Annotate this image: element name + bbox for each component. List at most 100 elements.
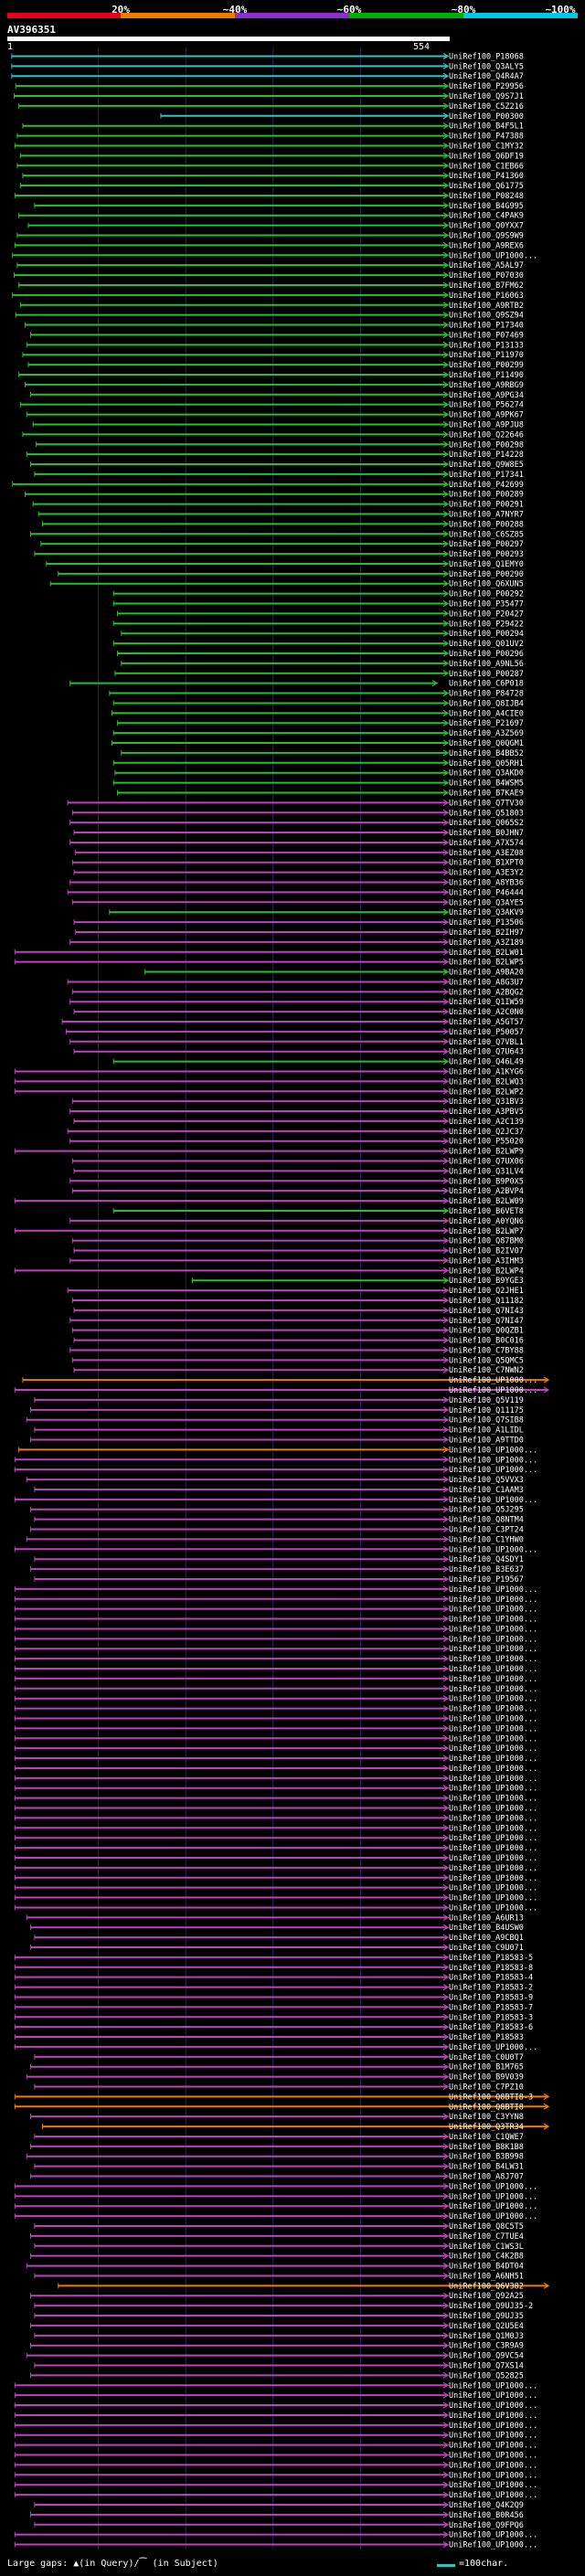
hit-row[interactable]: UniRef100_UP1000... (14, 1785, 537, 1794)
hit-row[interactable]: UniRef100_A2BQG2 (71, 988, 524, 997)
hit-row[interactable]: UniRef100_C1MY32 (14, 142, 524, 151)
hit-row[interactable]: UniRef100_Q1EMY0 (46, 560, 524, 569)
hit-row[interactable]: UniRef100_A9PK67 (26, 411, 524, 420)
hit-row[interactable]: UniRef100_UP1000... (14, 1775, 537, 1784)
hit-row[interactable]: UniRef100_UP1000... (14, 2541, 537, 2550)
hit-row[interactable]: UniRef100_UP1000... (14, 1714, 537, 1723)
hit-row[interactable]: UniRef100_B2LWP2 (14, 1087, 524, 1097)
hit-row[interactable]: UniRef100_A9CBQ1 (34, 1934, 524, 1943)
hit-row[interactable]: UniRef100_A3Z189 (69, 938, 524, 948)
hit-row[interactable]: UniRef100_C4K2B8 (30, 2253, 524, 2262)
hit-row[interactable]: UniRef100_P17341 (34, 471, 524, 480)
hit-row[interactable]: UniRef100_B2LW01 (14, 949, 524, 958)
hit-row[interactable]: UniRef100_A2BVP4 (71, 1187, 524, 1196)
hit-row[interactable]: UniRef100_Q4R4A7 (11, 72, 524, 81)
hit-row[interactable]: UniRef100_B6VET8 (112, 1207, 524, 1216)
hit-row[interactable]: UniRef100_UP1000... (14, 1903, 537, 1913)
hit-row[interactable]: UniRef100_Q6V382 (58, 2282, 550, 2291)
hit-row[interactable]: UniRef100_UP1000... (14, 1805, 537, 1814)
hit-row[interactable]: UniRef100_C1YHW0 (26, 1535, 524, 1544)
hit-row[interactable]: UniRef100_UP1000... (14, 2401, 537, 2411)
hit-row[interactable]: UniRef100_B7FM62 (18, 281, 524, 291)
hit-row[interactable]: UniRef100_Q9UJ35 (34, 2312, 524, 2321)
hit-row[interactable]: UniRef100_UP1000... (14, 1625, 537, 1634)
hit-row[interactable]: UniRef100_Q22646 (22, 430, 524, 440)
hit-row[interactable]: UniRef100_UP1000... (14, 2491, 537, 2500)
hit-row[interactable]: UniRef100_A3Z569 (112, 729, 524, 738)
hit-row[interactable]: UniRef100_Q3AKV9 (109, 908, 524, 917)
hit-row[interactable]: UniRef100_B4WSM5 (112, 779, 524, 789)
hit-row[interactable]: UniRef100_A4CIE0 (111, 709, 524, 718)
hit-row[interactable]: UniRef100_B2LWQ3 (14, 1077, 524, 1087)
hit-row[interactable]: UniRef100_C7NWN2 (73, 1366, 524, 1375)
hit-row[interactable]: UniRef100_UP1000... (14, 1864, 537, 1873)
hit-row[interactable]: UniRef100_UP1000... (22, 1376, 550, 1385)
hit-row[interactable]: UniRef100_P19567 (34, 1575, 524, 1585)
hit-row[interactable]: UniRef100_A9BA20 (144, 969, 524, 978)
hit-row[interactable]: UniRef100_C3PT24 (30, 1526, 524, 1535)
hit-row[interactable]: UniRef100_UP1000... (14, 1894, 537, 1903)
hit-row[interactable]: UniRef100_B4LW31 (34, 2163, 524, 2172)
hit-row[interactable]: UniRef100_UP1000... (14, 1545, 537, 1554)
hit-row[interactable]: UniRef100_UP1000... (14, 2381, 537, 2390)
hit-row[interactable]: UniRef100_UP1000... (12, 251, 538, 260)
hit-row[interactable]: UniRef100_UP1000... (14, 2422, 537, 2431)
hit-row[interactable]: UniRef100_Q61775 (19, 182, 524, 191)
hit-row[interactable]: UniRef100_B9V039 (26, 2073, 524, 2083)
hit-row[interactable]: UniRef100_UP1000... (14, 1874, 537, 1883)
hit-row[interactable]: UniRef100_UP1000... (14, 1635, 537, 1644)
hit-row[interactable]: UniRef100_B3E637 (30, 1565, 524, 1574)
hit-row[interactable]: UniRef100_Q6XUN5 (49, 580, 524, 589)
hit-row[interactable]: UniRef100_Q9S7J1 (13, 92, 524, 101)
hit-row[interactable]: UniRef100_UP1000... (14, 2442, 537, 2451)
hit-row[interactable]: UniRef100_UP1000... (14, 1585, 537, 1595)
hit-row[interactable]: UniRef100_P18583-8 (14, 1964, 533, 1973)
hit-row[interactable]: UniRef100_Q87BM0 (71, 1237, 524, 1246)
hit-row[interactable]: UniRef100_Q7SIB8 (26, 1416, 524, 1426)
hit-row[interactable]: UniRef100_Q1IW59 (69, 998, 524, 1007)
hit-row[interactable]: UniRef100_UP1000... (14, 1655, 537, 1664)
hit-row[interactable]: UniRef100_P07469 (30, 331, 524, 340)
hit-row[interactable]: UniRef100_P14228 (26, 451, 524, 460)
hit-row[interactable]: UniRef100_A7X574 (69, 839, 524, 848)
hit-row[interactable]: UniRef100_Q31BV3 (71, 1097, 524, 1107)
hit-row[interactable]: UniRef100_UP1000... (14, 1595, 537, 1605)
hit-row[interactable]: UniRef100_A9RTB2 (19, 302, 524, 311)
hit-row[interactable]: UniRef100_Q01UV2 (112, 640, 524, 649)
hit-row[interactable]: UniRef100_UP1000... (14, 2192, 537, 2201)
hit-row[interactable]: UniRef100_P18583-3 (14, 2013, 533, 2022)
hit-row[interactable]: UniRef100_A8YB36 (69, 879, 524, 888)
hit-row[interactable]: UniRef100_A9RBG9 (25, 381, 524, 390)
hit-row[interactable]: UniRef100_Q5VVX3 (26, 1476, 524, 1485)
hit-row[interactable]: UniRef100_C1QWE7 (34, 2133, 524, 2142)
hit-row[interactable]: UniRef100_P55020 (69, 1138, 524, 1147)
hit-row[interactable]: UniRef100_Q51803 (71, 809, 524, 818)
hit-row[interactable]: UniRef100_C5Z216 (18, 102, 524, 111)
hit-row[interactable]: UniRef100_B2IH97 (75, 928, 524, 938)
hit-row[interactable]: UniRef100_UP1000... (14, 2452, 537, 2461)
hit-row[interactable]: UniRef100_B0C016 (73, 1337, 524, 1346)
hit-row[interactable]: UniRef100_Q7XS14 (34, 2361, 524, 2370)
hit-row[interactable]: UniRef100_B2LWP5 (14, 959, 524, 968)
hit-row[interactable]: UniRef100_Q8BTI8 (14, 2103, 550, 2112)
hit-row[interactable]: UniRef100_P18583-2 (14, 1984, 533, 1993)
hit-row[interactable]: UniRef100_Q3AKD0 (114, 769, 524, 779)
hit-row[interactable]: UniRef100_Q2U5E4 (30, 2322, 524, 2331)
hit-row[interactable]: UniRef100_Q7VBL1 (69, 1038, 524, 1047)
hit-row[interactable]: UniRef100_UP1000... (14, 1496, 537, 1505)
hit-row[interactable]: UniRef100_B2LWP9 (14, 1148, 524, 1157)
hit-row[interactable]: UniRef100_Q92A25 (30, 2292, 524, 2301)
hit-row[interactable]: UniRef100_Q8NTM4 (34, 1516, 524, 1525)
hit-row[interactable]: UniRef100_B0JHN7 (73, 829, 524, 838)
hit-row[interactable]: UniRef100_P84728 (109, 690, 524, 699)
hit-row[interactable]: UniRef100_A1KYG6 (14, 1067, 524, 1076)
hit-row[interactable]: UniRef100_A6UR13 (26, 1913, 524, 1923)
hit-row[interactable]: UniRef100_UP1000... (14, 1685, 537, 1694)
hit-row[interactable]: UniRef100_UP1000... (14, 1754, 537, 1764)
hit-row[interactable]: UniRef100_Q9UJ35-2 (34, 2302, 533, 2311)
hit-row[interactable]: UniRef100_UP1000... (14, 1744, 537, 1754)
hit-row[interactable]: UniRef100_C9U071 (30, 1944, 524, 1953)
hit-row[interactable]: UniRef100_P00289 (25, 491, 524, 500)
hit-row[interactable]: UniRef100_B4DT04 (26, 2263, 524, 2272)
hit-row[interactable]: UniRef100_P35477 (112, 600, 524, 610)
